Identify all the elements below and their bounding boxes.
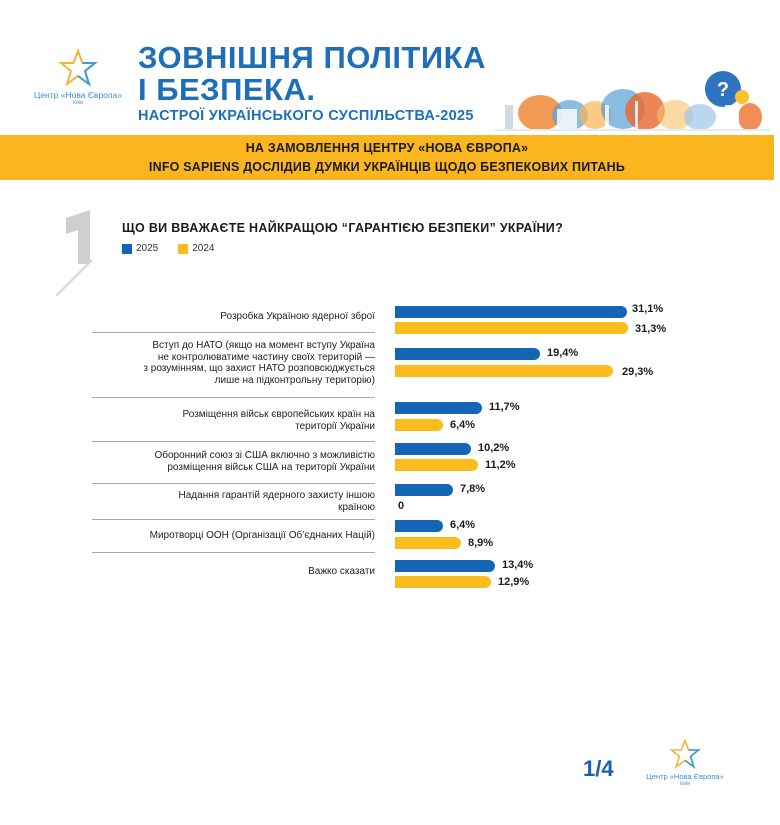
row-label: Важко сказати bbox=[85, 566, 375, 578]
row-label-line: Миротворці ООН (Організації Об’єднаних Н… bbox=[149, 530, 375, 541]
legend-label-2025: 2025 bbox=[136, 243, 159, 254]
value-label-2024: 11,2% bbox=[485, 459, 516, 471]
value-label-2025: 11,7% bbox=[489, 401, 520, 413]
value-label-2024: 12,9% bbox=[498, 576, 530, 588]
row-divider bbox=[92, 519, 375, 520]
bar-2025 bbox=[395, 402, 482, 414]
legend-item-2024: 2024 bbox=[178, 243, 215, 254]
banner-line-1: НА ЗАМОВЛЕННЯ ЦЕНТРУ «НОВА ЄВРОПА» bbox=[245, 140, 529, 155]
value-label-2025: 7,8% bbox=[460, 483, 486, 495]
bar-2025 bbox=[395, 520, 443, 532]
chart-question-title: ЩО ВИ ВВАЖАЄТЕ НАЙКРАЩОЮ “ГАРАНТІЄЮ БЕЗП… bbox=[122, 221, 564, 235]
bar-2024 bbox=[395, 537, 461, 549]
value-label-2025: 31,1% bbox=[632, 303, 664, 315]
row-divider bbox=[92, 397, 375, 398]
logo-city: Київ bbox=[73, 100, 83, 106]
row-label: Надання гарантій ядерного захисту іншою … bbox=[85, 490, 375, 513]
row-label-line: лише на підконтрольну територію) bbox=[214, 374, 375, 386]
city-skyline-illustration-icon: ? bbox=[495, 71, 770, 131]
row-divider bbox=[92, 332, 375, 333]
legend-label-2024: 2024 bbox=[192, 243, 215, 254]
value-label-2025: 19,4% bbox=[547, 347, 579, 359]
bar-2024 bbox=[395, 322, 628, 334]
bar-2024 bbox=[395, 459, 478, 471]
row-label-line: не контролюватиме частину своїх територі… bbox=[157, 351, 375, 363]
value-label-2024: 8,9% bbox=[468, 537, 494, 549]
star-logo-icon bbox=[58, 48, 98, 87]
legend-swatch-2024 bbox=[178, 243, 189, 254]
bar-2024 bbox=[395, 365, 613, 377]
bar-2025 bbox=[395, 484, 453, 496]
row-divider bbox=[92, 441, 375, 442]
bar-2024 bbox=[395, 576, 491, 588]
bar-2024 bbox=[395, 419, 443, 431]
bar-2025 bbox=[395, 560, 495, 572]
row-label: Розміщення військ європейських країн на … bbox=[85, 409, 375, 432]
banner-line-2: INFO SAPIENS ДОСЛІДИВ ДУМКИ УКРАЇНЦІВ ЩО… bbox=[148, 159, 626, 174]
title-line-2: І БЕЗПЕКА. bbox=[138, 72, 316, 107]
row-divider bbox=[92, 552, 375, 553]
row-label-line: Вступ до НАТО (якщо на момент вступу Укр… bbox=[152, 340, 375, 351]
page-indicator: 1/4 bbox=[583, 756, 614, 781]
value-label-2025: 13,4% bbox=[502, 559, 534, 571]
row-label-line: Надання гарантій ядерного захисту іншою bbox=[178, 490, 375, 501]
logo-name: Центр «Нова Європа» bbox=[646, 772, 724, 781]
chart-legend: 2025 2024 bbox=[122, 243, 215, 254]
row-label: Оборонний союз зі США включно з можливіс… bbox=[85, 450, 375, 473]
value-label-2024: 29,3% bbox=[622, 366, 654, 378]
row-label-line: Важко сказати bbox=[308, 566, 375, 577]
title-line-1: ЗОВНІШНЯ ПОЛІТИКА bbox=[138, 40, 486, 75]
commission-banner: НА ЗАМОВЛЕННЯ ЦЕНТРУ «НОВА ЄВРОПА» INFO … bbox=[0, 135, 774, 180]
section-number-graphic bbox=[55, 210, 93, 297]
value-label-2025: 10,2% bbox=[478, 442, 510, 454]
value-label-2025: 6,4% bbox=[450, 519, 476, 531]
legend-item-2025: 2025 bbox=[122, 243, 158, 254]
legend-swatch-2025 bbox=[122, 243, 132, 254]
row-divider bbox=[92, 483, 375, 484]
bar-2025 bbox=[395, 443, 471, 455]
value-label-2024: 0 bbox=[398, 500, 405, 512]
logo-name: Центр «Нова Європа» bbox=[34, 90, 122, 100]
row-label-line: з розумінням, що захист НАТО розповсюджу… bbox=[143, 363, 375, 374]
bar-2025 bbox=[395, 306, 627, 318]
row-label-line: Оборонний союз зі США включно з можливіс… bbox=[154, 450, 375, 461]
row-label-line: розміщення військ США на території Украї… bbox=[167, 461, 375, 473]
page-subtitle: НАСТРОЇ УКРАЇНСЬКОГО СУСПІЛЬСТВА-2025 bbox=[138, 108, 474, 124]
value-label-2024: 6,4% bbox=[450, 419, 476, 431]
logo-top: Центр «Нова Європа» Київ bbox=[28, 48, 128, 106]
row-label: Миротворці ООН (Організації Об’єднаних Н… bbox=[85, 530, 375, 542]
logo-city: Київ bbox=[680, 781, 690, 787]
row-label-line: країною bbox=[338, 501, 375, 513]
row-label-line: Розробка Україною ядерної зброї bbox=[220, 311, 375, 322]
star-logo-icon bbox=[669, 738, 701, 769]
row-label-line: території України bbox=[295, 420, 375, 432]
svg-text:?: ? bbox=[717, 79, 729, 101]
row-label: Вступ до НАТО (якщо на момент вступу Укр… bbox=[85, 340, 375, 386]
row-label-line: Розміщення військ європейських країн на bbox=[182, 409, 375, 420]
bar-2025 bbox=[395, 348, 540, 360]
value-label-2024: 31,3% bbox=[635, 323, 667, 335]
row-label: Розробка Україною ядерної зброї bbox=[85, 311, 375, 323]
logo-bottom: Центр «Нова Європа» Київ bbox=[640, 738, 730, 787]
page-title: ЗОВНІШНЯ ПОЛІТИКА І БЕЗПЕКА. bbox=[138, 42, 486, 106]
